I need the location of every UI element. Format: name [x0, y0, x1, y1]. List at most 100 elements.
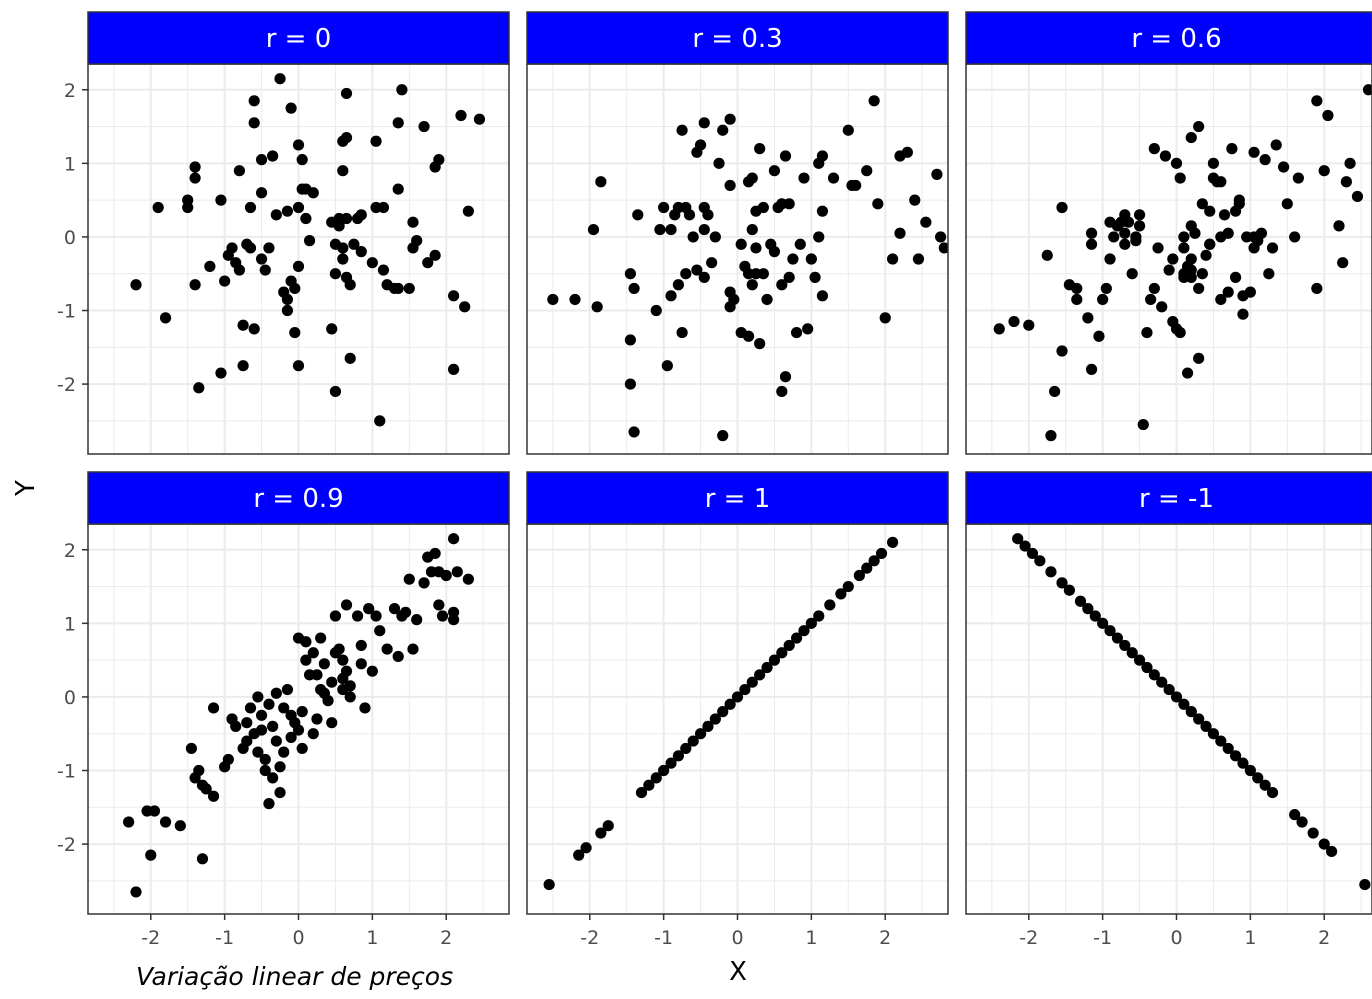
y-axis-title: Y [11, 480, 41, 497]
data-point [573, 849, 585, 861]
data-point [296, 742, 308, 755]
data-point [909, 194, 921, 206]
data-point [1229, 750, 1242, 762]
data-point [1196, 268, 1208, 280]
data-point [1248, 146, 1260, 158]
data-point [448, 363, 460, 375]
data-point [724, 113, 736, 125]
data-point [1218, 209, 1231, 221]
data-point [1093, 330, 1105, 342]
data-point [739, 683, 751, 696]
data-point [1089, 610, 1101, 622]
data-point [292, 201, 305, 214]
data-point [377, 264, 390, 276]
data-point [270, 687, 282, 699]
data-point [1108, 231, 1120, 243]
panel-background [966, 524, 1372, 914]
points-layer [547, 95, 948, 442]
points-layer [543, 536, 899, 891]
data-point [433, 566, 445, 578]
data-point [595, 827, 607, 839]
data-point [248, 323, 260, 335]
data-point [145, 849, 157, 861]
facet-strip-label: r = -1 [1139, 484, 1214, 514]
gridlines [966, 64, 1372, 454]
data-point [377, 201, 390, 214]
y-tick-label: -2 [57, 834, 76, 856]
data-point [241, 717, 253, 729]
facet-strip-label: r = 1 [705, 484, 771, 514]
data-point [344, 279, 356, 291]
data-point [207, 702, 220, 714]
data-point [665, 757, 677, 769]
data-point [1318, 165, 1330, 177]
data-point [691, 264, 703, 276]
data-point [244, 702, 257, 714]
x-tick-label: -1 [654, 927, 673, 949]
data-point [868, 95, 880, 107]
data-point [1045, 566, 1057, 578]
data-point [1152, 242, 1164, 254]
x-tick-label: 0 [731, 927, 743, 949]
data-point [355, 209, 367, 221]
data-point [1034, 555, 1046, 567]
data-point [1056, 345, 1068, 357]
data-point [728, 293, 740, 306]
data-point [403, 573, 415, 585]
data-point [370, 135, 382, 147]
y-tick-label: 1 [64, 153, 76, 175]
data-point [263, 798, 275, 810]
data-point [591, 301, 603, 313]
data-point [1277, 161, 1290, 173]
data-point [853, 569, 865, 582]
data-point [754, 143, 766, 155]
data-point [569, 293, 581, 306]
data-point [274, 73, 286, 85]
data-point [1156, 676, 1168, 688]
data-point [344, 680, 356, 692]
data-point [731, 691, 744, 703]
data-point [274, 786, 286, 799]
data-point [676, 326, 688, 339]
data-point [1174, 326, 1186, 339]
data-point [448, 290, 460, 302]
points-layer [1012, 533, 1371, 891]
data-point [1326, 845, 1338, 858]
data-point [735, 238, 747, 250]
data-point [1181, 367, 1194, 379]
data-point [1119, 238, 1131, 250]
data-point [281, 205, 294, 217]
data-point [993, 323, 1005, 335]
x-tick-label: -2 [141, 927, 160, 949]
points-layer [130, 73, 486, 427]
data-point [1311, 282, 1323, 295]
x-tick-label: 2 [440, 927, 452, 949]
data-point [1063, 584, 1076, 596]
x-tick-label: 2 [1318, 927, 1330, 949]
data-point [794, 238, 806, 250]
data-point [340, 212, 353, 225]
data-point [1185, 706, 1197, 718]
data-point [1133, 209, 1146, 221]
data-point [374, 415, 386, 427]
data-point [333, 643, 345, 655]
data-point [1229, 271, 1242, 283]
data-point [1056, 201, 1068, 214]
data-point [717, 430, 729, 442]
data-point [1255, 227, 1268, 239]
data-point [392, 650, 404, 663]
data-point [1259, 154, 1271, 166]
data-point [196, 853, 209, 865]
data-point [237, 360, 249, 372]
data-point [1207, 157, 1220, 169]
facet-panel: r = 1 -2 -1 0 1 2 [526, 471, 949, 949]
data-point [798, 625, 810, 637]
data-point [790, 632, 803, 644]
data-point [779, 371, 792, 383]
data-point [1130, 231, 1142, 243]
data-point [1126, 647, 1138, 659]
data-point [1178, 231, 1190, 243]
data-point [289, 326, 301, 339]
data-point [1111, 632, 1124, 644]
